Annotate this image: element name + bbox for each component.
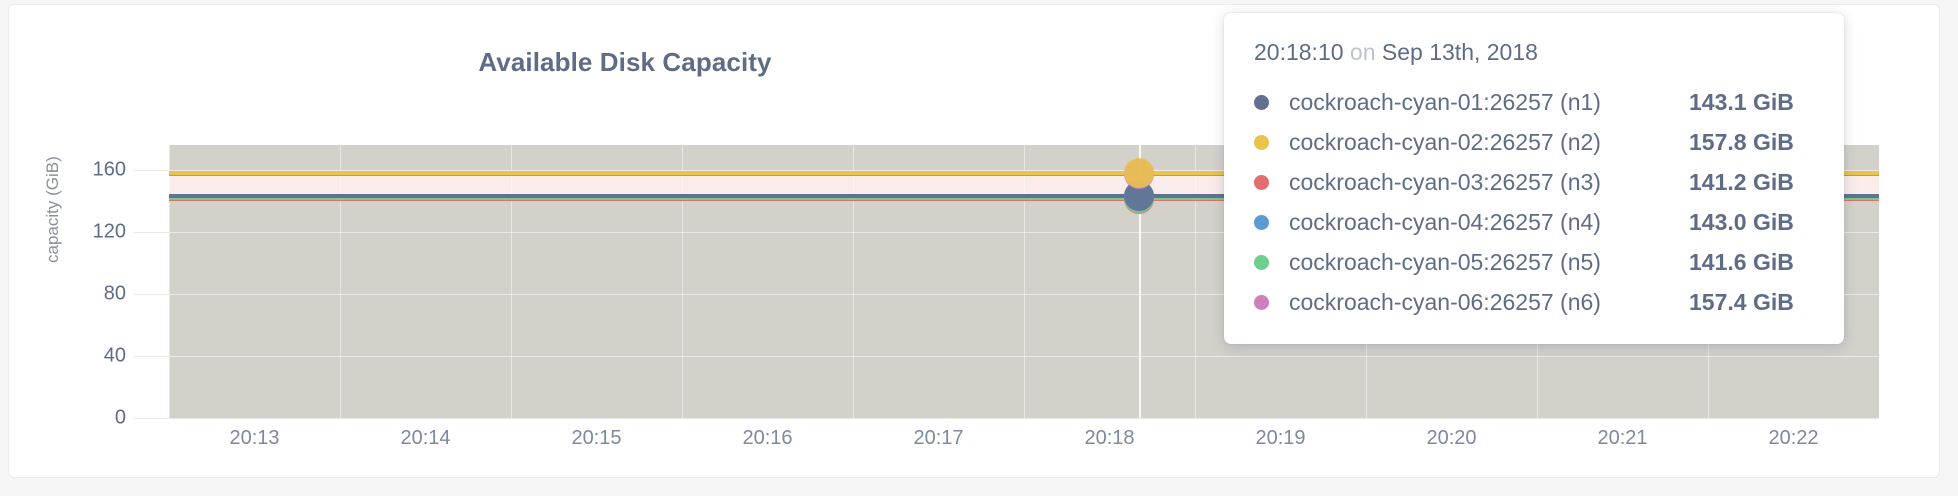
series-line-n5 — [169, 196, 1879, 201]
series-color-dot-icon — [1254, 214, 1269, 230]
hover-crosshair-line — [1138, 145, 1141, 418]
x-axis-tick-label: 20:14 — [400, 427, 451, 449]
series-color-dot-icon — [1254, 134, 1269, 150]
x-axis-tick-label: 20:17 — [913, 427, 964, 449]
tooltip-rows: cockroach-cyan-01:26257 (n1) 143.1 GiB coc… — [1254, 82, 1814, 322]
x-axis-tick-label: 20:15 — [571, 427, 622, 449]
tooltip-series-value: 143.0 GiB — [1689, 208, 1794, 235]
tooltip-row: cockroach-cyan-01:26257 (n1) 143.1 GiB — [1254, 82, 1814, 122]
horizontal-gridline — [133, 355, 1879, 357]
vertical-gridline — [1195, 145, 1196, 418]
tooltip-series-label: cockroach-cyan-04:26257 (n4) — [1289, 208, 1601, 235]
tooltip-series-value: 157.4 GiB — [1689, 288, 1794, 315]
tooltip-row: cockroach-cyan-03:26257 (n3) 141.2 GiB — [1254, 162, 1814, 202]
y-axis-tick-label: 40 — [103, 344, 126, 367]
series-color-dot-icon — [1254, 94, 1269, 110]
x-axis-tick-label: 20:18 — [1084, 427, 1135, 449]
y-axis-tick-label: 120 — [92, 220, 126, 243]
series-color-dot-icon — [1254, 294, 1269, 310]
series-color-dot-icon — [1254, 174, 1269, 190]
x-axis-tick-label: 20:22 — [1768, 427, 1819, 449]
y-axis-tick-label: 0 — [114, 406, 126, 429]
vertical-gridline — [340, 145, 341, 418]
vertical-gridline — [169, 145, 170, 418]
x-axis-tick-label: 20:21 — [1597, 427, 1648, 449]
vertical-gridline — [682, 145, 683, 418]
hover-tooltip: 20:18:10 on Sep 13th, 2018 cockroach-cya… — [1224, 13, 1844, 344]
tooltip-series-label: cockroach-cyan-06:26257 (n6) — [1289, 288, 1601, 315]
tooltip-series-value: 141.6 GiB — [1689, 248, 1794, 275]
x-axis-tick-label: 20:13 — [229, 427, 280, 449]
vertical-gridline — [853, 145, 854, 418]
horizontal-gridline — [133, 169, 1879, 171]
tooltip-series-value: 141.2 GiB — [1689, 168, 1794, 195]
tooltip-series-label: cockroach-cyan-01:26257 (n1) — [1289, 88, 1601, 115]
horizontal-gridline — [133, 293, 1879, 295]
hover-marker-n2 — [1123, 158, 1154, 189]
tooltip-row: cockroach-cyan-05:26257 (n5) 141.6 GiB — [1254, 242, 1814, 282]
tooltip-separator: on — [1349, 39, 1376, 65]
series-color-dot-icon — [1254, 254, 1269, 270]
series-line-n2 — [169, 171, 1879, 176]
tooltip-row: cockroach-cyan-02:26257 (n2) 157.8 GiB — [1254, 122, 1814, 162]
y-axis-tick-label: 160 — [92, 158, 126, 181]
tooltip-series-label: cockroach-cyan-02:26257 (n2) — [1289, 128, 1601, 155]
horizontal-gridline — [133, 231, 1879, 233]
vertical-gridline — [511, 145, 512, 418]
vertical-gridline — [1024, 145, 1025, 418]
horizontal-gridline — [133, 418, 1879, 419]
tooltip-row: cockroach-cyan-04:26257 (n4) 143.0 GiB — [1254, 202, 1814, 242]
y-axis-tick-label: 80 — [103, 282, 126, 305]
tooltip-header: 20:18:10 on Sep 13th, 2018 — [1254, 39, 1814, 66]
x-axis-tick-label: 20:16 — [742, 427, 793, 449]
x-axis-tick-label: 20:20 — [1426, 427, 1477, 449]
chart-card: Available Disk Capacity capacity (GiB) 1… — [8, 4, 1940, 478]
page-title: Available Disk Capacity — [478, 47, 772, 77]
tooltip-series-value: 143.1 GiB — [1689, 88, 1794, 115]
x-axis-tick-label: 20:19 — [1255, 427, 1306, 449]
tooltip-row: cockroach-cyan-06:26257 (n6) 157.4 GiB — [1254, 282, 1814, 322]
tooltip-series-value: 157.8 GiB — [1689, 128, 1794, 155]
series-line-n1 — [169, 194, 1879, 199]
tooltip-series-label: cockroach-cyan-03:26257 (n3) — [1289, 168, 1601, 195]
tooltip-date: Sep 13th, 2018 — [1381, 39, 1538, 65]
tooltip-time: 20:18:10 — [1254, 39, 1344, 65]
tooltip-series-label: cockroach-cyan-05:26257 (n5) — [1289, 248, 1601, 275]
